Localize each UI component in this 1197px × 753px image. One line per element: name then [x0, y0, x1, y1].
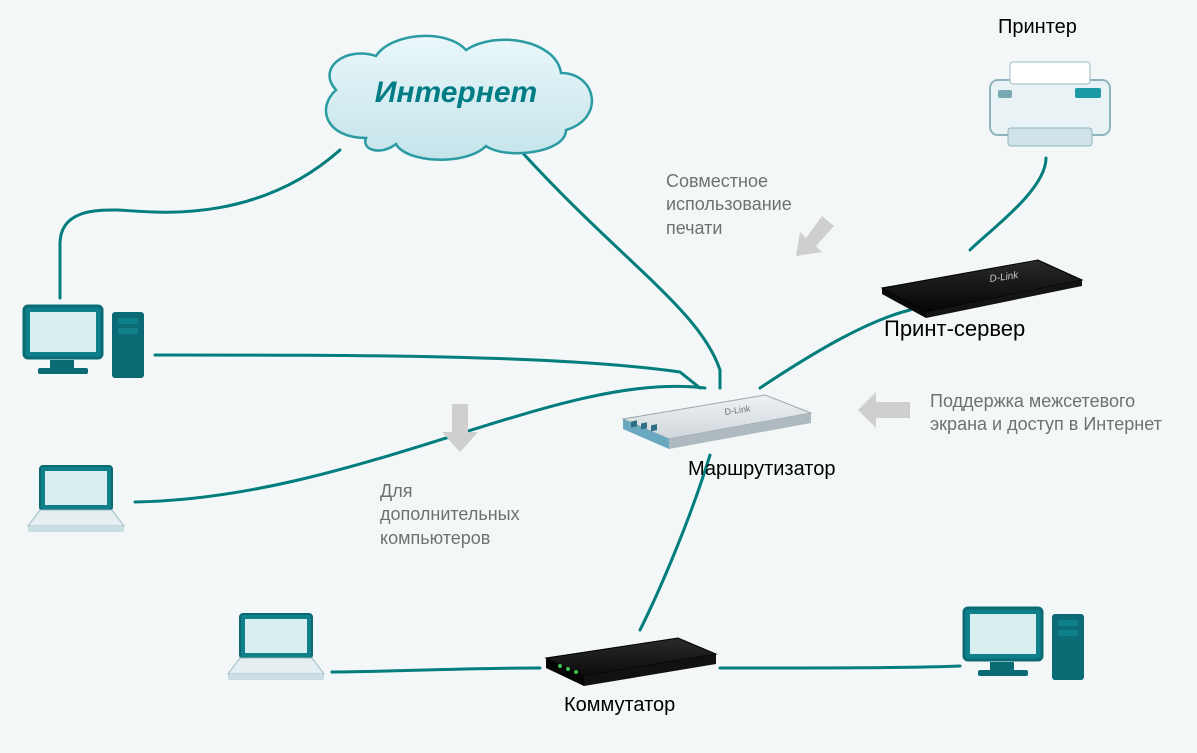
annotation-firewall: Поддержка межсетевого экрана и доступ в …	[930, 390, 1162, 437]
annotation-shared-printing: Совместное использование печати	[666, 170, 792, 240]
print-server-node: D-Link	[870, 240, 1090, 320]
laptop-left	[20, 460, 132, 538]
printer-label: Принтер	[998, 16, 1077, 39]
laptop-bottom-left	[220, 608, 332, 686]
router-node: D-Link	[615, 385, 815, 455]
printer-node	[980, 50, 1120, 158]
internet-label: Интернет	[306, 76, 606, 110]
internet-cloud: Интернет	[306, 28, 606, 166]
print-server-label: Принт-сервер	[884, 316, 1025, 342]
switch-label: Коммутатор	[564, 694, 675, 717]
diagram-canvas: Интернет Принтер D-Link Принт-сервер	[0, 0, 1197, 753]
arrow-icon	[856, 392, 912, 428]
router-label: Маршрутизатор	[688, 458, 835, 481]
arrow-icon	[790, 212, 840, 262]
annotation-extra-computers: Для дополнительных компьютеров	[380, 480, 520, 550]
pc-bottom-right	[960, 600, 1090, 690]
switch-node	[540, 630, 720, 690]
pc-top-left	[20, 298, 150, 388]
arrow-icon	[440, 402, 480, 454]
